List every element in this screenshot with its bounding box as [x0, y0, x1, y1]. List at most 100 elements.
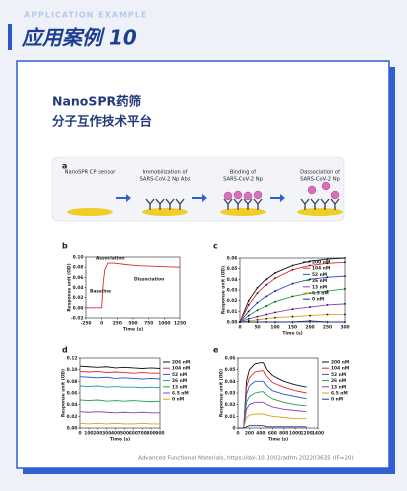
data-point: [344, 257, 346, 259]
y-axis-title: Response unit (OD): [67, 263, 73, 311]
panel-label: b: [62, 242, 68, 251]
data-point: [256, 309, 259, 312]
x-tick-label: 600: [268, 431, 277, 437]
step-label: Immobilization of: [143, 170, 188, 176]
x-tick-label: 500: [120, 431, 129, 437]
y-tick-label: 0.03: [227, 288, 238, 294]
y-tick-label: 0.08: [73, 265, 84, 271]
x-tick-label: 400: [111, 431, 120, 437]
y-tick-label: 0.06: [73, 275, 84, 281]
data-point: [344, 321, 346, 323]
legend-label: 0 nM: [331, 397, 343, 403]
series-line: [238, 401, 307, 429]
card: [16, 60, 390, 469]
step-label: SARS-CoV-2 Np: [300, 177, 340, 183]
data-point: [265, 321, 268, 323]
series-line: [79, 399, 161, 403]
y-tick-label: 0.06: [227, 256, 238, 262]
data-point: [247, 314, 250, 317]
x-axis-title: Time (s): [282, 331, 302, 337]
y-tick-label: -0.02: [71, 316, 84, 322]
antibodies: [145, 198, 340, 210]
y-axis-title: Response unit (OD): [221, 266, 227, 314]
data-point: [309, 320, 311, 322]
y-tick-label: 0.04: [225, 379, 236, 385]
x-tick-label: -250: [81, 321, 92, 327]
x-tick-label: 800: [147, 431, 156, 437]
data-point: [291, 282, 294, 285]
x-tick-label: 250: [323, 325, 332, 331]
data-point: [247, 304, 250, 306]
data-point: [344, 261, 346, 264]
sensor: [220, 208, 266, 216]
x-tick-label: 0: [100, 321, 103, 327]
y-tick-label: 0.00: [67, 426, 78, 432]
legend-label: 52 nM: [312, 272, 327, 278]
x-tick-label: 200: [305, 325, 314, 331]
y-tick-label: 0.02: [67, 414, 78, 420]
x-tick-label: 600: [129, 431, 138, 437]
y-tick-label: 0.02: [227, 298, 238, 304]
annotation: Dissociation: [134, 277, 164, 283]
annotation: Association: [96, 256, 124, 262]
panel-a: a: [51, 156, 345, 222]
y-tick-label: 0.04: [67, 402, 78, 408]
legend-label: 104 nM: [312, 266, 330, 272]
x-tick-label: 150: [288, 325, 297, 331]
x-tick-label: 900: [155, 431, 164, 437]
x-tick-label: 200: [245, 431, 254, 437]
citation: Advanced Functional Materials, https://d…: [138, 456, 354, 462]
data-point: [247, 317, 250, 320]
data-point: [291, 295, 294, 298]
x-tick-label: 500: [128, 321, 137, 327]
x-tick-label: 1250: [174, 321, 186, 327]
data-point: [291, 321, 294, 323]
legend-label: 13 nM: [312, 284, 327, 290]
y-tick-label: 0.00: [227, 320, 238, 326]
series-line: [238, 380, 307, 429]
x-tick-label: 100: [270, 325, 279, 331]
legend-label: 52 nM: [331, 372, 346, 378]
card-title: 分子互作技术平台: [52, 114, 152, 129]
x-tick-label: 1200: [300, 431, 312, 437]
legend-label: 6.5 nM: [312, 291, 329, 297]
data-point: [265, 313, 268, 316]
legend-label: 26 nM: [331, 378, 346, 384]
step-label: Dassociation of: [300, 170, 340, 176]
data-point: [265, 317, 268, 320]
series-line: [79, 370, 160, 374]
panel-label: d: [62, 346, 68, 355]
data-point: [326, 313, 329, 316]
arrows: [116, 194, 285, 202]
series-line: [238, 425, 307, 429]
y-tick-label: 0.01: [225, 414, 236, 420]
data-point: [274, 316, 276, 319]
page-title: 应用案例 10: [21, 26, 137, 50]
panel-label: e: [213, 346, 219, 355]
step-label: Binding of: [230, 170, 256, 176]
panel-a-box: [51, 156, 345, 222]
data-point: [247, 299, 250, 302]
data-point: [344, 313, 346, 316]
x-tick-label: 1000: [289, 431, 301, 437]
y-tick-label: 0.10: [73, 255, 84, 261]
y-tick-label: 0.04: [227, 277, 238, 283]
x-axis-title: Time (s): [123, 327, 143, 333]
data-point: [256, 301, 259, 304]
data-point: [326, 290, 329, 292]
sensors: [67, 208, 343, 216]
data-point: [247, 310, 250, 313]
x-tick-label: 300: [340, 325, 349, 331]
data-point: [265, 278, 268, 281]
data-point: [309, 314, 311, 317]
data-point: [265, 295, 268, 298]
series-line: [238, 391, 307, 429]
x-tick-label: 800: [279, 431, 288, 437]
x-tick-label: 750: [144, 321, 153, 327]
data-point: [247, 321, 250, 323]
np-spheres: [223, 181, 340, 201]
y-tick-label: 0.12: [67, 356, 78, 362]
y-tick-label: 0.02: [225, 402, 236, 408]
sensor: [67, 208, 113, 216]
data-point: [326, 276, 329, 279]
